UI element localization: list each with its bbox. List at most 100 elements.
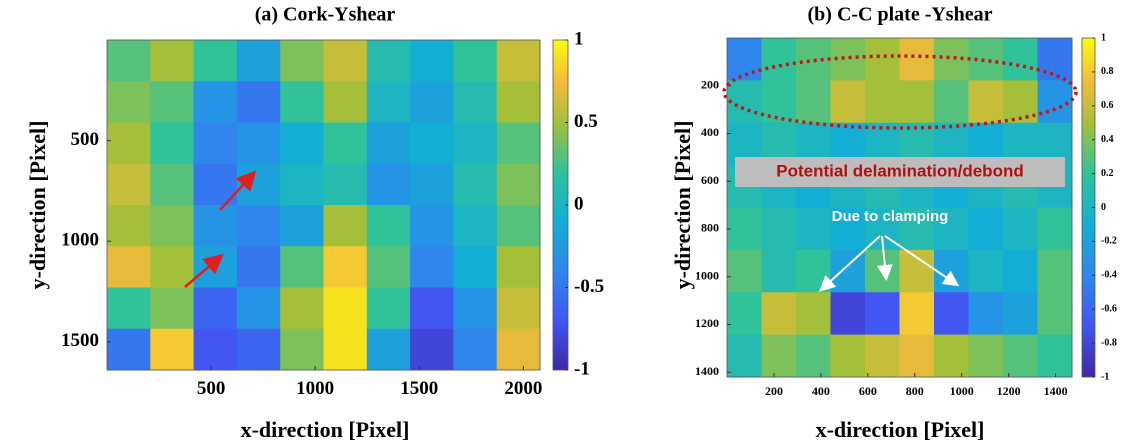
arrow <box>219 170 257 211</box>
heat-cell <box>830 334 866 378</box>
colorbar-tick-label: 1 <box>1101 32 1106 43</box>
panel-b-annotations: Potential delamination/debond Due to cla… <box>722 54 1078 292</box>
heat-cell <box>453 163 498 206</box>
colorbar-tick-label: 0.8 <box>1101 66 1114 77</box>
heat-cell <box>150 163 195 206</box>
colorbar-tick-label: -0.8 <box>1101 337 1117 348</box>
heat-cell <box>865 80 900 124</box>
heat-cell <box>830 207 866 251</box>
heat-cell <box>193 40 238 82</box>
x-tick-label: 800 <box>906 384 924 398</box>
heat-cell <box>236 122 281 165</box>
heat-cell <box>107 122 151 165</box>
heat-cell <box>193 205 238 247</box>
heat-cell <box>280 287 324 330</box>
colorbar-tick-label: 0.4 <box>1101 134 1114 145</box>
heat-cell <box>280 81 324 123</box>
annotation: Due to clamping <box>832 208 949 225</box>
x-tick-label: 500 <box>197 378 226 399</box>
heat-cell <box>366 328 411 371</box>
heat-cell <box>830 249 866 293</box>
heat-cell <box>410 40 454 82</box>
y-tick-label: 800 <box>701 221 719 235</box>
heat-cell <box>453 328 498 371</box>
heat-cell <box>150 122 195 165</box>
heat-cell <box>410 122 454 165</box>
heat-cell <box>150 205 195 247</box>
heat-cell <box>236 246 281 288</box>
heat-cell <box>280 205 324 247</box>
heat-cell <box>934 292 969 336</box>
colorbar-tick-label: 0.2 <box>1101 168 1114 179</box>
y-axis-label: y-direction [Pixel] <box>670 121 695 290</box>
panel-a-arrows <box>184 170 257 288</box>
heat-cell <box>934 80 969 124</box>
heat-cell <box>453 122 498 165</box>
heat-cell <box>150 81 195 123</box>
annotation-box <box>735 157 1065 187</box>
x-tick-label: 1200 <box>997 384 1021 398</box>
colorbar-tick-label: 0 <box>574 193 584 214</box>
axes-layer: 500 1000 1500 20005001000150010.50-0.5-1(a)… <box>25 4 1117 442</box>
heat-cell <box>366 205 411 247</box>
heat-cell <box>727 249 762 293</box>
heat-cell <box>934 38 969 81</box>
heat-cell <box>1003 249 1038 293</box>
heat-cell <box>323 81 368 123</box>
heat-cell <box>150 40 195 82</box>
heat-cell <box>1003 80 1038 124</box>
heat-cell <box>107 287 151 330</box>
heat-cell <box>727 207 762 251</box>
heat-cell <box>796 334 831 378</box>
heat-cell <box>107 163 151 206</box>
heat-cell <box>1003 292 1038 336</box>
heat-cell <box>796 292 831 336</box>
y-tick-label: 200 <box>701 77 719 91</box>
heat-cell <box>453 205 498 247</box>
heat-cell <box>107 328 151 371</box>
arrow <box>819 235 881 292</box>
heat-cell <box>1003 334 1038 378</box>
region-ellipse <box>722 54 1078 130</box>
heat-cell <box>1003 207 1038 251</box>
colorbar-tick-label: -1 <box>574 358 590 379</box>
chart-title: (b) C-C plate -Yshear <box>808 4 993 26</box>
x-tick-label: 400 <box>812 384 830 398</box>
plot-frame <box>726 37 1073 378</box>
colorbar-tick-label: 0 <box>1101 202 1106 213</box>
y-tick-label: 400 <box>701 125 719 139</box>
heat-cell <box>899 80 935 124</box>
x-tick-label: 1400 <box>1044 384 1068 398</box>
heat-cell <box>761 249 797 293</box>
y-tick-label: 1200 <box>695 316 719 330</box>
heat-cell <box>280 122 324 165</box>
heat-cell <box>193 81 238 123</box>
heat-cell <box>761 80 797 124</box>
y-tick-label: 600 <box>701 173 719 187</box>
x-tick-label: 600 <box>859 384 877 398</box>
colorbar-tick-label: -0.6 <box>1101 303 1117 314</box>
heat-cell <box>323 40 368 82</box>
heat-cell <box>899 207 935 251</box>
x-tick-label: 1000 <box>296 378 334 399</box>
colorbar-tick-label: 1 <box>574 28 584 49</box>
y-tick-label: 500 <box>71 129 100 150</box>
colorbar-tick-label: -0.2 <box>1101 236 1117 247</box>
heat-cell <box>934 207 969 251</box>
heat-cell <box>280 163 324 206</box>
heat-cell <box>761 334 797 378</box>
heat-cell <box>761 38 797 81</box>
heat-cell <box>410 205 454 247</box>
heat-cell <box>968 292 1004 336</box>
heat-cell <box>496 40 541 82</box>
colorbar-tick-label: 0.6 <box>1101 100 1114 111</box>
heat-cell <box>496 81 541 123</box>
heat-cell <box>496 163 541 206</box>
heat-cell <box>366 122 411 165</box>
colorbar-tick-label: 0.5 <box>574 111 598 132</box>
heat-cell <box>193 122 238 165</box>
colorbar-tick-label: -0.4 <box>1101 270 1117 281</box>
heat-cell <box>865 334 900 378</box>
heat-cell <box>323 205 368 247</box>
heat-cell <box>968 38 1004 81</box>
